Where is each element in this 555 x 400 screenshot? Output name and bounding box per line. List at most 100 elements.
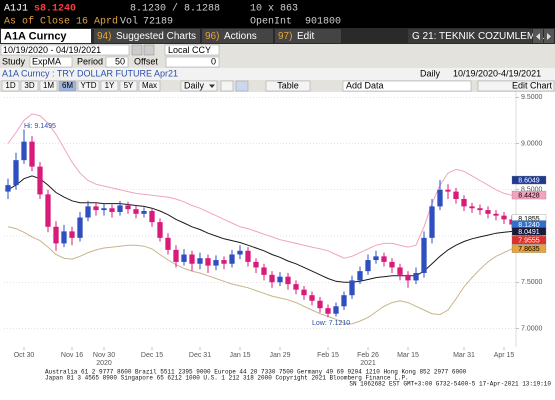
period-button[interactable] [77, 80, 100, 92]
period-button[interactable] [39, 80, 58, 92]
toolbar-button[interactable] [275, 29, 341, 43]
candle-body [293, 284, 299, 290]
candle-body [37, 166, 43, 195]
volume: 72189 [143, 17, 173, 28]
candle-body [181, 254, 187, 262]
candle-body [285, 276, 291, 285]
candle-body [421, 237, 427, 273]
period-label: 3D [24, 81, 34, 90]
calendar-button[interactable] [131, 44, 143, 56]
candle-body [365, 260, 371, 272]
price-label-box [511, 227, 547, 236]
footer-line: Australia 61 2 9777 8600 Brazil 5511 239… [45, 369, 467, 376]
x-tick-label: Apr 15 [494, 352, 515, 359]
indicator-line [7, 175, 513, 283]
indicator-line [7, 226, 513, 325]
price-chart: 7.00007.50008.00008.50009.00009.5000Oct … [4, 92, 547, 367]
candle-body [341, 295, 347, 307]
candle-body [165, 237, 171, 250]
period-button[interactable] [58, 80, 77, 92]
period-button[interactable] [1, 80, 20, 92]
offset-input[interactable] [165, 56, 220, 68]
period-label: 1D [5, 81, 15, 90]
candle-body [437, 189, 443, 207]
currency: Local CCY [168, 45, 211, 55]
info-row [0, 68, 555, 80]
next-arrow [547, 33, 551, 40]
period-label: YTD [81, 81, 97, 90]
candle-body [173, 249, 179, 262]
button-label: Edit [297, 31, 314, 42]
candle-body [205, 258, 211, 266]
candle-body [13, 160, 19, 186]
x-tick-label: Mar 15 [397, 352, 419, 359]
x-tick-label: Jan 15 [229, 352, 250, 359]
candle-body [493, 213, 499, 216]
price-label: 8.1855 [518, 216, 540, 223]
page-title: G 21: TEKNIK COZUMLEM… [412, 31, 545, 42]
x-tick-label: Feb 15 [317, 352, 339, 359]
bid-ask: 8.1230 / 8.1288 [130, 3, 220, 15]
open-interest: 901800 [305, 17, 341, 28]
annotation: Hi: 9.1495 [24, 123, 56, 130]
frequency-dropdown[interactable] [180, 80, 218, 92]
candle-body [253, 261, 259, 268]
candle-body [405, 274, 411, 281]
candle-body [373, 256, 379, 261]
candle-body [501, 215, 507, 220]
price-label: 8.4428 [518, 192, 540, 199]
period-label: 1M [43, 81, 54, 90]
candle-body [109, 208, 115, 212]
date-range-input[interactable] [0, 44, 130, 56]
page-title-box [408, 29, 532, 43]
candle-body [69, 231, 75, 238]
y-tick-label: 7.0000 [521, 325, 543, 332]
last-price: s8.1240 [34, 4, 76, 15]
tool-button[interactable] [235, 80, 249, 92]
study-input[interactable] [29, 56, 73, 68]
x-tick-label: Dec 15 [141, 352, 163, 359]
period-label: Period [77, 56, 103, 66]
period-button[interactable] [119, 80, 138, 92]
candle-body [245, 250, 251, 262]
price-label: 7.8635 [518, 246, 540, 253]
period-label: 5Y [124, 81, 134, 90]
candle-body [93, 206, 99, 211]
table-button[interactable] [265, 80, 311, 92]
edit-chart-button[interactable] [477, 80, 555, 92]
candle-body [349, 280, 355, 296]
frequency-menu: Daily [184, 80, 205, 90]
candle-body [469, 206, 475, 209]
toolbar-button[interactable] [202, 29, 273, 43]
period-label: 6M [62, 81, 73, 90]
period-button[interactable] [20, 80, 39, 92]
tool-button[interactable] [220, 80, 234, 92]
period-button[interactable] [138, 80, 161, 92]
size: 10 x 863 [250, 4, 298, 15]
candle-body [269, 274, 275, 283]
candle-body [485, 210, 491, 214]
period-input[interactable] [105, 56, 129, 68]
candle-body [5, 185, 11, 192]
button-key: 97) [278, 31, 292, 42]
toolbar-button[interactable] [94, 29, 200, 43]
study-name: ExpMA [32, 56, 61, 66]
security: A1A Curncy [4, 30, 67, 42]
security-input[interactable] [1, 29, 91, 43]
toolbar-buttons: 94) Suggested Charts 96) Actions 97) Edit [94, 29, 341, 43]
price-label: 8.1240 [518, 222, 540, 229]
calendar-button[interactable] [143, 44, 155, 56]
candle-body [125, 205, 131, 210]
candle-body [77, 217, 83, 238]
period-button[interactable] [100, 80, 119, 92]
add-data-input[interactable] [342, 80, 472, 92]
currency-dropdown[interactable] [164, 44, 220, 56]
candle-body [397, 267, 403, 275]
candle-body [157, 222, 163, 238]
dropdown-arrow [209, 84, 215, 88]
candle-body [333, 306, 339, 314]
period-label: Max [142, 81, 157, 90]
candle-body [53, 226, 59, 244]
candle-body [317, 300, 323, 309]
candle-body [197, 258, 203, 264]
